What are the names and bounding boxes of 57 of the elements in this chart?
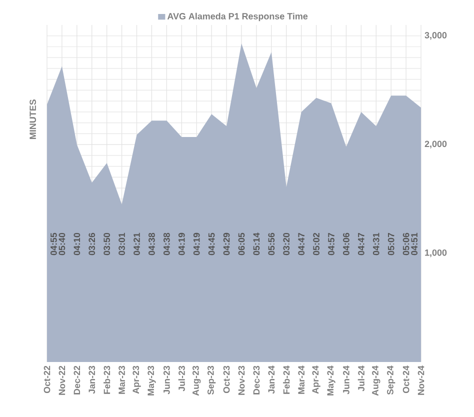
annotation: 03:50 (104, 232, 110, 256)
annotation: 04:57 (328, 232, 334, 256)
x-tick-label: Dec-23 (253, 366, 260, 394)
x-tick-label: Sep-23 (207, 366, 216, 395)
annotation: 04:45 (208, 232, 215, 256)
legend-label: AVG Alameda P1 Response Time (167, 12, 308, 22)
x-tick-label: Nov-23 (238, 366, 245, 395)
annotation: 03:26 (88, 232, 96, 256)
x-tick-label: Jul-24 (358, 366, 364, 392)
annotation: 05:07 (388, 232, 394, 256)
annotation: 04:19 (193, 232, 200, 256)
y-axis-title: MINUTES (30, 100, 36, 139)
annotation: 04:31 (372, 232, 380, 256)
annotation: 05:06 (402, 232, 410, 256)
annotation: 04:10 (74, 232, 80, 256)
annotation: 05:56 (268, 232, 275, 256)
annotation: 04:29 (223, 232, 230, 256)
x-tick-label: Dec-22 (74, 366, 80, 394)
annotation: 04:51 (411, 232, 418, 256)
x-tick-label: Aug-23 (192, 366, 201, 396)
x-tick-label: Mar-23 (118, 366, 125, 394)
annotation: 06:05 (238, 232, 245, 256)
x-tick-label: Oct-22 (44, 366, 50, 394)
x-tick-label: Sep-24 (387, 366, 396, 395)
y-tick-label: 3,000 (424, 32, 447, 40)
x-tick-label: May-24 (327, 366, 336, 396)
x-tick-label: Apr-24 (312, 366, 320, 394)
x-tick-label: Oct-24 (402, 366, 410, 394)
x-tick-label: Jun-23 (163, 366, 170, 394)
annotation: 05:40 (58, 232, 66, 256)
annotation: 03:01 (118, 232, 125, 256)
annotation: 04:21 (134, 232, 140, 256)
annotation: 04:47 (298, 232, 305, 256)
x-tick-label: Jan-23 (88, 366, 96, 394)
y-tick-label: 1,000 (425, 249, 447, 258)
annotation: 04:19 (178, 232, 185, 256)
annotation: 05:02 (313, 232, 320, 256)
annotation: 05:14 (253, 232, 260, 256)
x-tick-label: Nov-24 (418, 366, 424, 395)
x-tick-label: Mar-24 (298, 366, 305, 394)
annotation: 03:20 (283, 232, 290, 256)
x-tick-label: Jun-24 (343, 366, 350, 394)
annotation: 04:06 (343, 232, 350, 256)
x-tick-label: Jan-24 (268, 366, 275, 394)
x-tick-label: Oct-23 (223, 366, 230, 394)
y-tick-label: 2,000 (424, 140, 447, 148)
x-tick-label: Feb-24 (283, 366, 290, 394)
annotation: 04:38 (148, 232, 155, 256)
annotation: 04:47 (358, 232, 364, 256)
x-tick-label: Apr-23 (132, 366, 141, 394)
x-tick-label: Aug-24 (372, 366, 380, 396)
annotation: 04:38 (163, 232, 170, 256)
x-tick-label: Nov-22 (58, 366, 66, 395)
x-tick-label: Jul-23 (178, 366, 185, 392)
annotation: 04:55 (50, 232, 57, 256)
x-tick-label: Feb-23 (104, 366, 110, 394)
x-tick-label: May-23 (148, 366, 156, 396)
